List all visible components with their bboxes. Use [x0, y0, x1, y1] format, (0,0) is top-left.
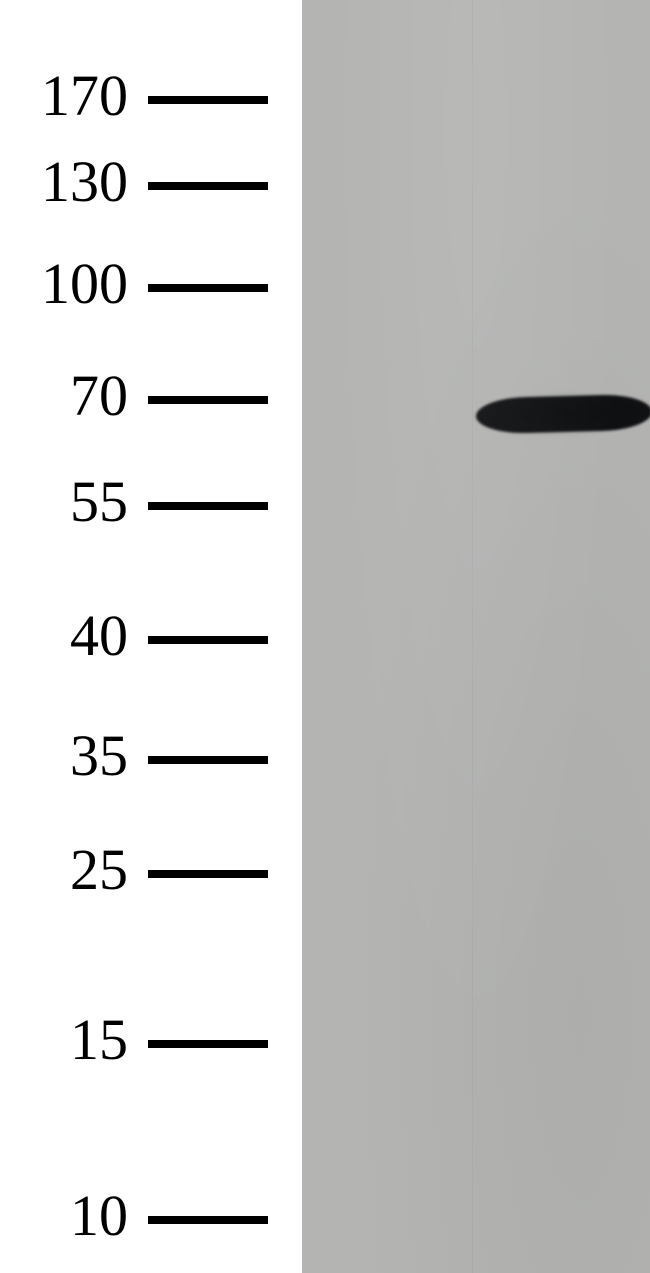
blot-membrane: [302, 0, 650, 1273]
ladder-tick: [148, 636, 268, 644]
ladder-label: 10: [70, 1187, 128, 1245]
ladder-label: 130: [41, 153, 128, 211]
ladder-label: 170: [41, 67, 128, 125]
ladder-tick: [148, 502, 268, 510]
protein-band: [476, 394, 650, 435]
ladder-tick: [148, 870, 268, 878]
ladder-label: 40: [70, 607, 128, 665]
ladder-tick: [148, 182, 268, 190]
ladder-label: 100: [41, 255, 128, 313]
ladder-tick: [148, 1040, 268, 1048]
ladder-tick: [148, 396, 268, 404]
ladder-tick: [148, 96, 268, 104]
western-blot-figure: 170 130 100 70 55 40 35 25 15 10: [0, 0, 650, 1273]
ladder-tick: [148, 284, 268, 292]
ladder-tick: [148, 1216, 268, 1224]
ladder-tick: [148, 756, 268, 764]
ladder-label: 55: [70, 473, 128, 531]
ladder-label: 70: [70, 367, 128, 425]
ladder-label: 25: [70, 841, 128, 899]
ladder-label: 35: [70, 727, 128, 785]
lane-divider: [472, 0, 473, 1273]
ladder-label: 15: [70, 1011, 128, 1069]
